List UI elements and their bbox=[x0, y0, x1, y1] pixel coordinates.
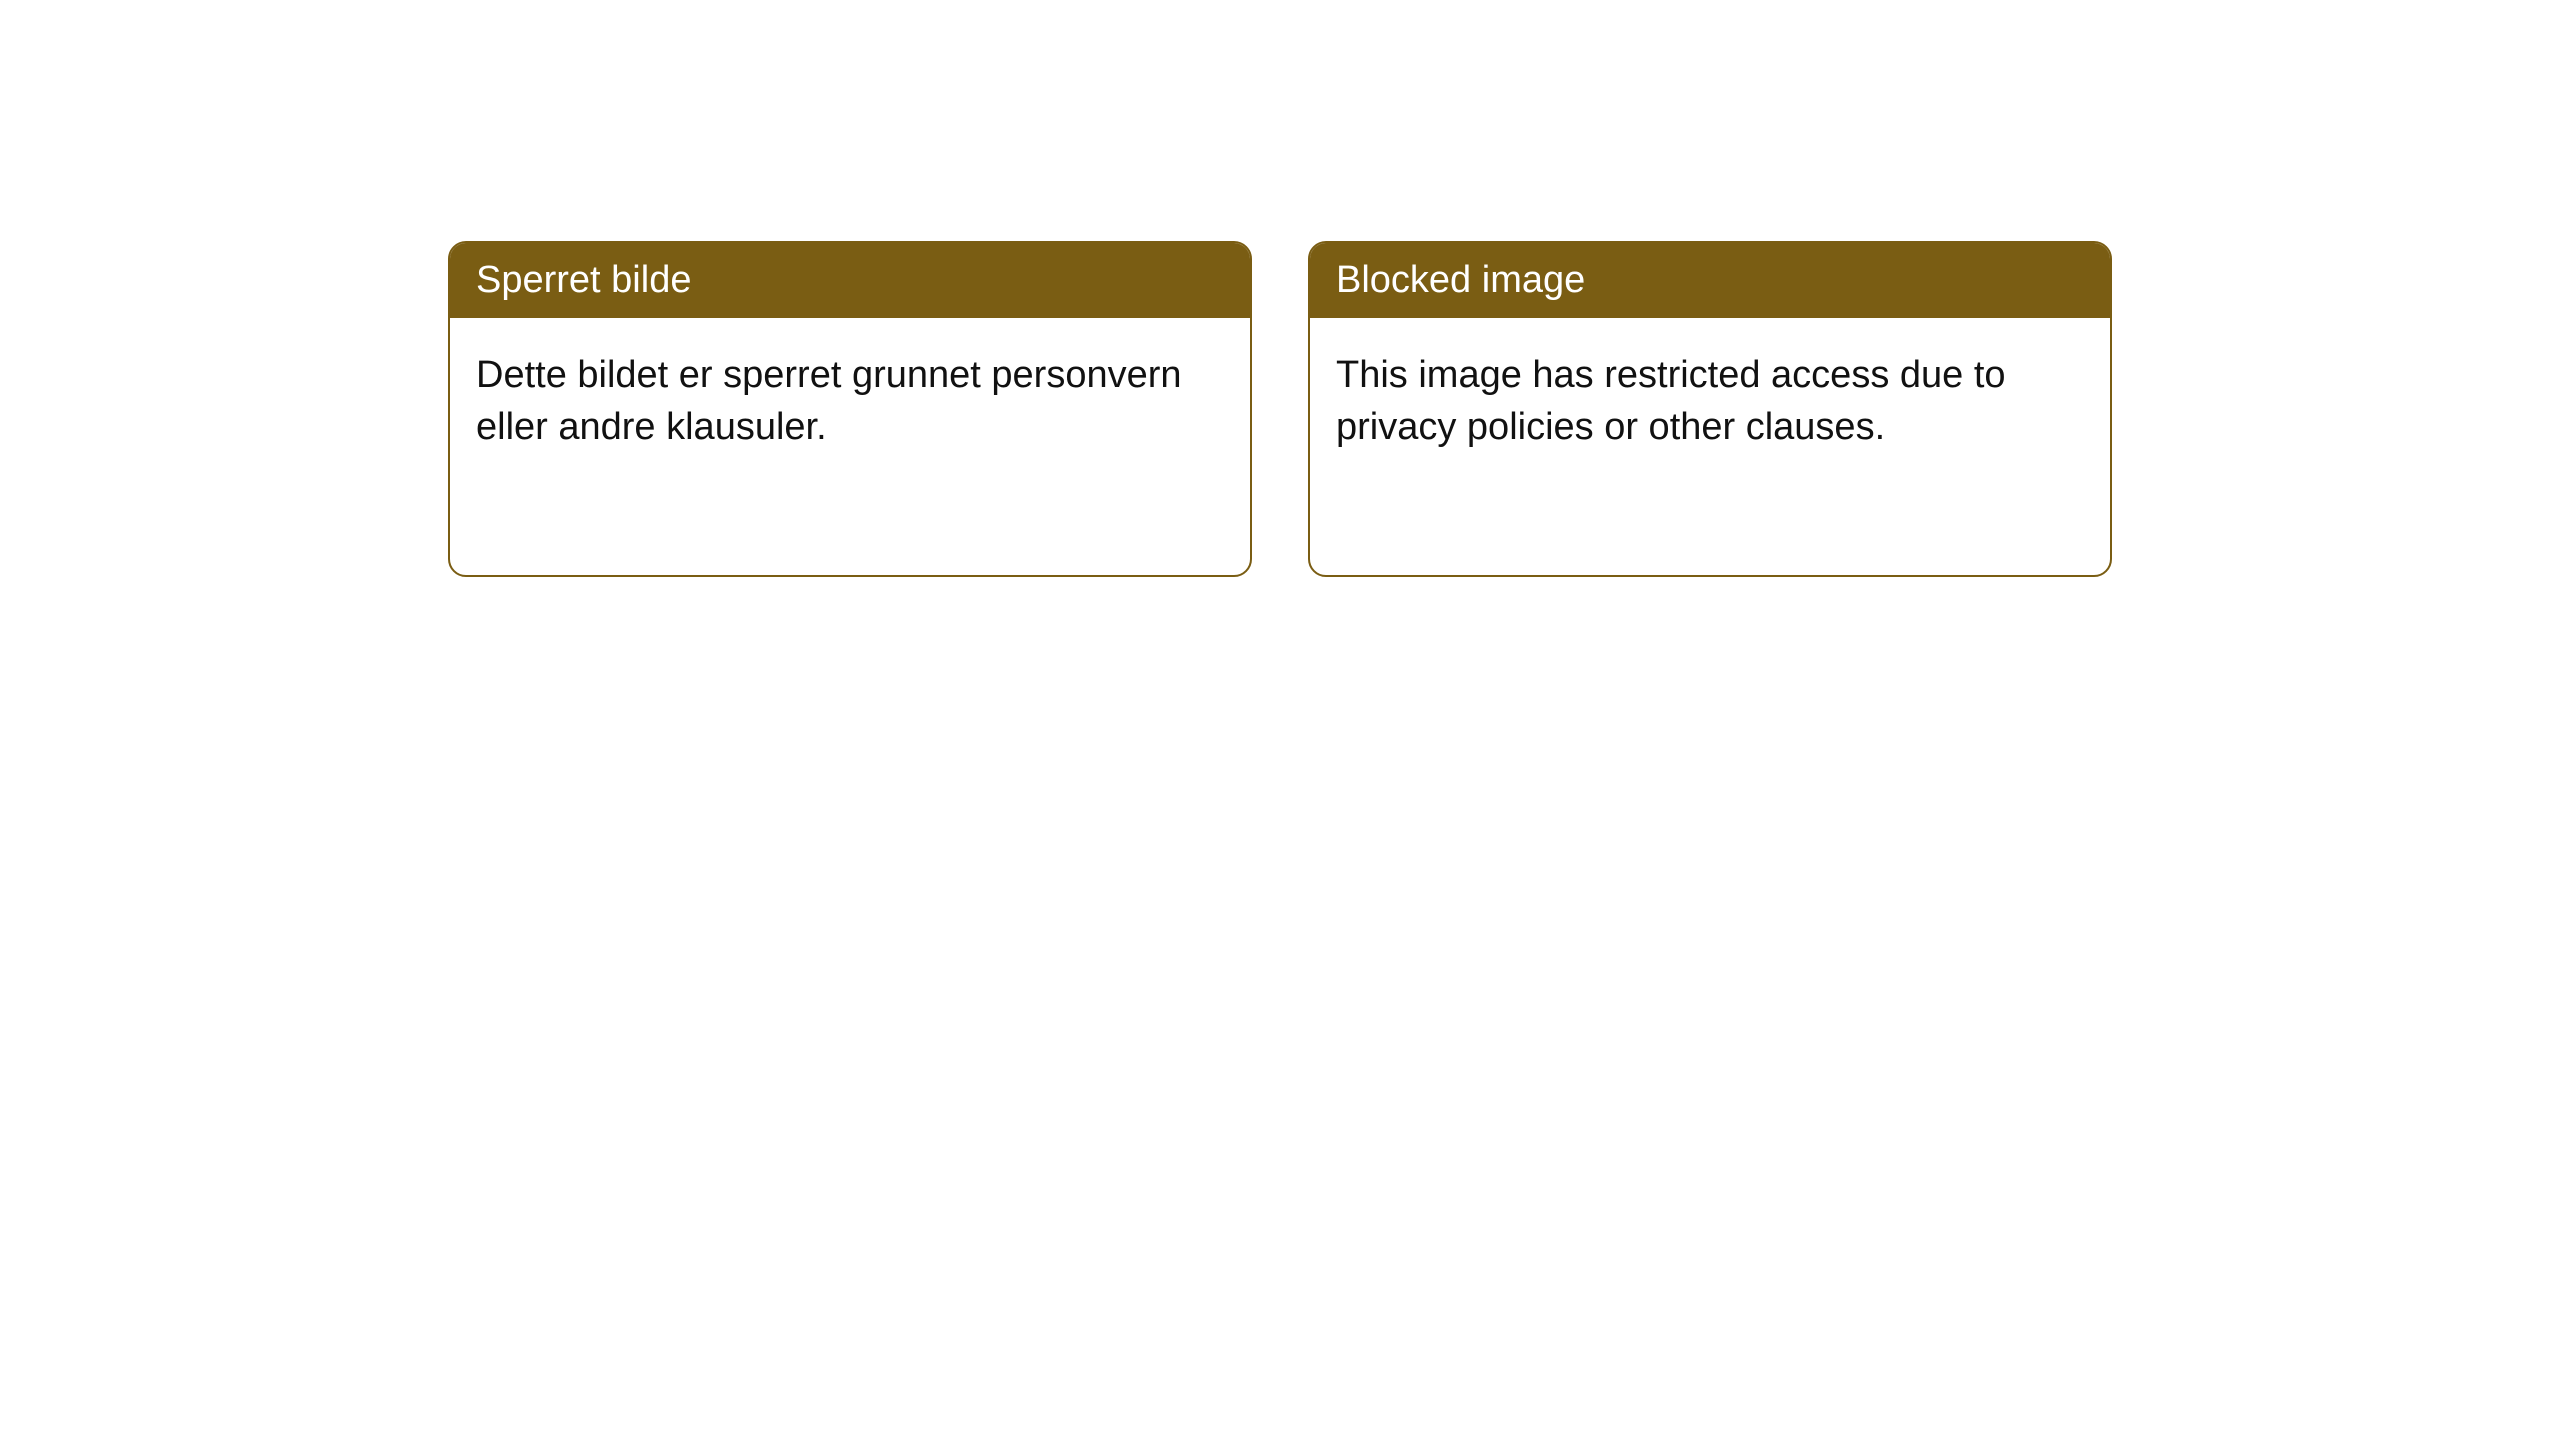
notice-card-en: Blocked image This image has restricted … bbox=[1308, 241, 2112, 577]
notice-card-body-text-en: This image has restricted access due to … bbox=[1336, 354, 2006, 447]
notice-card-no: Sperret bilde Dette bildet er sperret gr… bbox=[448, 241, 1252, 577]
notice-card-header-en: Blocked image bbox=[1310, 243, 2110, 318]
notice-card-body-en: This image has restricted access due to … bbox=[1310, 318, 2110, 485]
notice-card-header-no: Sperret bilde bbox=[450, 243, 1250, 318]
notice-card-title-no: Sperret bilde bbox=[476, 259, 691, 301]
notice-card-title-en: Blocked image bbox=[1336, 259, 1585, 301]
notice-card-body-text-no: Dette bildet er sperret grunnet personve… bbox=[476, 354, 1182, 447]
notice-cards-row: Sperret bilde Dette bildet er sperret gr… bbox=[448, 241, 2112, 577]
notice-card-body-no: Dette bildet er sperret grunnet personve… bbox=[450, 318, 1250, 485]
